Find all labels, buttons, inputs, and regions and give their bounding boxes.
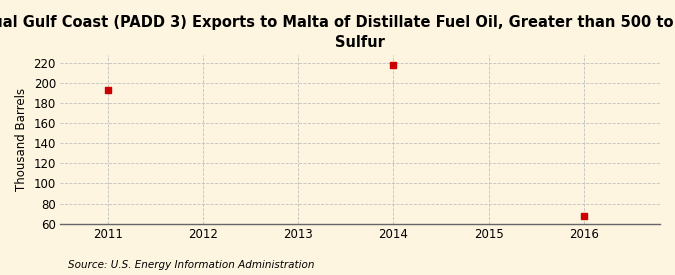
Point — [388, 63, 399, 67]
Y-axis label: Thousand Barrels: Thousand Barrels — [15, 88, 28, 191]
Title: Annual Gulf Coast (PADD 3) Exports to Malta of Distillate Fuel Oil, Greater than: Annual Gulf Coast (PADD 3) Exports to Ma… — [0, 15, 675, 50]
Point — [578, 213, 589, 218]
Text: Source: U.S. Energy Information Administration: Source: U.S. Energy Information Administ… — [68, 260, 314, 270]
Point — [103, 88, 113, 92]
